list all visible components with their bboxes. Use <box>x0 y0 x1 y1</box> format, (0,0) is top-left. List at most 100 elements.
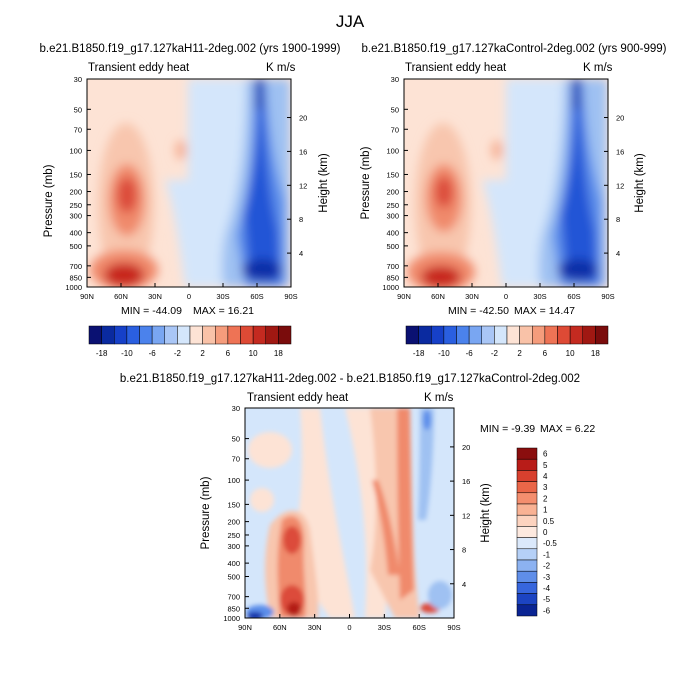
panel2-x-tick-30N: 30N <box>465 292 479 301</box>
panel2-colorbar-label--18: -18 <box>413 349 425 358</box>
panel1-colorbar-swatch <box>215 325 229 345</box>
panel3-colorbar-label-2: 2 <box>543 494 548 503</box>
panel1-colorbar-swatch <box>177 325 191 345</box>
panel1-x-tick-30N: 30N <box>148 292 162 301</box>
panel3-colorbar-swatch <box>516 503 538 516</box>
panel1-left-label: Transient eddy heat <box>88 62 190 74</box>
panel3-colorbar-label-0.5: 0.5 <box>543 517 555 526</box>
panel2-y-tick-250: 250 <box>386 201 399 210</box>
panel2-colorbar-swatch <box>481 325 495 345</box>
panel3-y-tick-700: 700 <box>227 593 240 602</box>
panel2-x-tick-60S: 60S <box>567 292 580 301</box>
panel3-y-tick-200: 200 <box>227 518 240 527</box>
panel3-left-label: Transient eddy heat <box>247 392 349 404</box>
panel2-y-tick-200: 200 <box>386 188 399 197</box>
panel1-colorbar-swatch <box>151 325 165 345</box>
panel2-y-tick-700: 700 <box>386 262 399 271</box>
panel1-yr-tick-12: 12 <box>299 181 307 190</box>
panel1-y-tick-50: 50 <box>74 105 82 114</box>
panel3-colorbar-label--6: -6 <box>543 606 551 615</box>
panel2-y-tick-50: 50 <box>391 105 399 114</box>
panel3-title: b.e21.B1850.f19_g17.127kaH11-2deg.002 - … <box>119 373 581 385</box>
panel2-y-tick-500: 500 <box>386 242 399 251</box>
panel1-colorbar-swatch <box>240 325 254 345</box>
panel1-y-tick-100: 100 <box>69 146 82 155</box>
panel2-colorbar-label--2: -2 <box>491 349 499 358</box>
panel2-yr-tick-16: 16 <box>616 147 624 156</box>
panel3-colorbar-swatch <box>516 514 538 527</box>
panel1-colorbar-swatch <box>126 325 140 345</box>
panel2-y-tick-1000: 1000 <box>382 283 399 292</box>
panel3-colorbar-label--1: -1 <box>543 550 551 559</box>
panel3-max: MAX = 6.22 <box>540 423 596 435</box>
panel2-colorbar-swatch <box>494 325 508 345</box>
panel1-colorbar: -18 -10 -6 -2 2 6 10 18 <box>88 325 292 358</box>
panel2-units: K m/s <box>583 62 613 74</box>
panel3-y-tick-50: 50 <box>232 435 240 444</box>
panel1-x-tick-90N: 90N <box>80 292 94 301</box>
panel2-yr-tick-20: 20 <box>616 114 624 123</box>
panel1-colorbar-swatch <box>88 325 102 345</box>
panel3-colorbar-swatch <box>516 447 538 460</box>
panel2-min: MIN = -42.50 <box>448 305 509 317</box>
panel1-colorbar-swatch <box>189 325 203 345</box>
panel2-yr-tick-4: 4 <box>616 249 620 258</box>
panel3-y-tick-250: 250 <box>227 531 240 540</box>
panel2-colorbar-swatch <box>506 325 520 345</box>
panel3-plot: Pressure (mb) Height (km) 30 50 70 100 150 20… <box>200 404 492 632</box>
panel1-y-tick-400: 400 <box>69 229 82 238</box>
panel2-max: MAX = 14.47 <box>514 305 575 317</box>
panel2-colorbar-swatch <box>532 325 546 345</box>
panel2-y-tick-850: 850 <box>386 273 399 282</box>
panel3-colorbar-label--5: -5 <box>543 595 551 604</box>
panel1-y-label: Pressure (mb) <box>43 164 55 237</box>
panel1-colorbar-swatch <box>278 325 292 345</box>
panel2-colorbar-swatch <box>569 325 583 345</box>
panel2-colorbar-swatch <box>443 325 457 345</box>
panel3-colorbar-swatch <box>516 582 538 594</box>
panel3-y-tick-100: 100 <box>227 476 240 485</box>
panel3-yr-tick-8: 8 <box>462 546 466 555</box>
panel3-colorbar-swatch <box>516 526 538 538</box>
panel3-colorbar-label--0.5: -0.5 <box>543 539 557 548</box>
panel1-y-tick-150: 150 <box>69 170 82 179</box>
panel2-colorbar-swatch <box>418 325 432 345</box>
panel1-colorbar-swatch <box>139 325 153 345</box>
panel2-colorbar-label--10: -10 <box>438 349 450 358</box>
panel2-colorbar-swatch <box>468 325 482 345</box>
panel3-y-tick-70: 70 <box>232 455 240 464</box>
panel2-colorbar-swatch <box>582 325 596 345</box>
panel2-y-tick-300: 300 <box>386 212 399 221</box>
panel1-max: MAX = 16.21 <box>193 305 254 317</box>
figure-title: JJA <box>335 12 365 31</box>
panel2-colorbar-label-6: 6 <box>543 349 548 358</box>
panel3-x-tick-60N: 60N <box>273 623 287 632</box>
panel1-y-tick-250: 250 <box>69 201 82 210</box>
panel3-colorbar-label-6: 6 <box>543 450 548 459</box>
panel3-yr-tick-4: 4 <box>462 580 466 589</box>
panel1-colorbar-label--6: -6 <box>149 349 157 358</box>
panel3-y-tick-400: 400 <box>227 559 240 568</box>
panel1-colorbar-label-10: 10 <box>249 349 258 358</box>
panel1-min: MIN = -44.09 <box>121 305 182 317</box>
panel3-colorbar-label--2: -2 <box>543 562 551 571</box>
panel2-left-label: Transient eddy heat <box>405 62 507 74</box>
panel2-yr-tick-12: 12 <box>616 181 624 190</box>
panel1-colorbar-label-6: 6 <box>226 349 231 358</box>
panel2-x-tick-0: 0 <box>504 292 508 301</box>
panel1-x-tick-30S: 30S <box>216 292 229 301</box>
panel3-min: MIN = -9.39 <box>480 423 536 435</box>
panel2-y-tick-30: 30 <box>391 75 399 84</box>
panel1-yr-tick-8: 8 <box>299 215 303 224</box>
panel2-y-tick-400: 400 <box>386 229 399 238</box>
panel3-y-tick-150: 150 <box>227 500 240 509</box>
panel3-y-tick-300: 300 <box>227 542 240 551</box>
panel2-y-label: Pressure (mb) <box>360 146 372 219</box>
panel1-x-tick-60N: 60N <box>114 292 128 301</box>
panel1-yr-tick-20: 20 <box>299 114 307 123</box>
panel1-colorbar-label-2: 2 <box>200 349 205 358</box>
panel3-colorbar-swatch <box>516 593 538 606</box>
panel2-y-tick-150: 150 <box>386 170 399 179</box>
panel1-colorbar-label--10: -10 <box>121 349 133 358</box>
panel1-colorbar-swatch <box>101 325 115 345</box>
